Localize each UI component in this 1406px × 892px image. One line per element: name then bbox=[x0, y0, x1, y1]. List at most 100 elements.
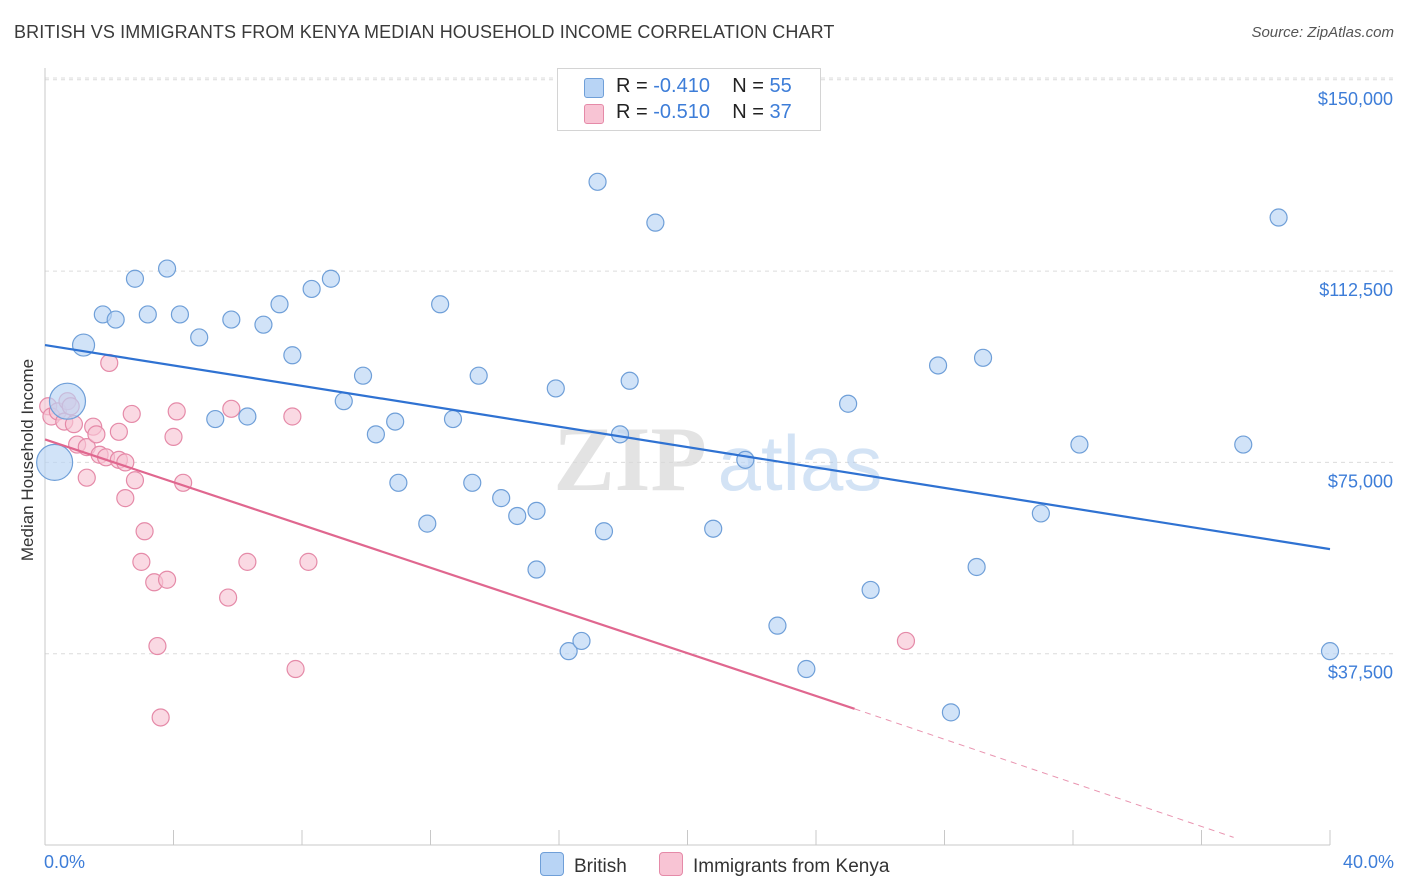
x-tick-max: 40.0% bbox=[1342, 852, 1394, 872]
british-point bbox=[1320, 642, 1340, 661]
kenya-swatch bbox=[584, 104, 604, 124]
british-point bbox=[941, 703, 961, 722]
kenya-point bbox=[135, 522, 154, 541]
british-point bbox=[431, 295, 450, 314]
legend-item-kenya[interactable]: Immigrants from Kenya bbox=[659, 852, 889, 878]
british-point bbox=[106, 310, 125, 329]
british-point bbox=[190, 328, 209, 347]
british-point bbox=[768, 616, 787, 635]
british-point bbox=[283, 346, 302, 365]
british-point bbox=[572, 631, 591, 651]
british-point bbox=[302, 279, 321, 299]
british-point bbox=[418, 514, 437, 533]
british-point bbox=[157, 259, 177, 278]
y-tick-label: $37,500 bbox=[1328, 663, 1393, 683]
y-tick-label: $75,000 bbox=[1328, 471, 1393, 491]
british-point bbox=[222, 310, 241, 329]
british-point bbox=[546, 379, 565, 398]
british-point bbox=[646, 213, 665, 232]
british-point bbox=[36, 443, 74, 481]
british-point bbox=[238, 407, 257, 426]
kenya-series bbox=[39, 353, 916, 727]
british-legend-swatch bbox=[540, 852, 564, 876]
legend-n-label: N = bbox=[732, 75, 770, 97]
legend-r-label: R = bbox=[616, 75, 654, 97]
british-trend-line bbox=[44, 343, 1331, 551]
legend-n-value: 55 bbox=[769, 75, 792, 97]
british-point bbox=[559, 642, 578, 661]
kenya-legend-swatch bbox=[659, 852, 683, 876]
kenya-point bbox=[286, 659, 305, 679]
british-point bbox=[170, 305, 190, 324]
kenya-point bbox=[125, 471, 145, 490]
legend-r-label: R = bbox=[616, 101, 654, 123]
british-point bbox=[334, 392, 353, 411]
british-series bbox=[36, 172, 1340, 722]
british-point bbox=[48, 382, 87, 420]
british-point bbox=[736, 450, 755, 469]
legend-n-value: 37 bbox=[769, 101, 792, 123]
x-tick-min: 0.0% bbox=[44, 852, 86, 872]
british-point bbox=[973, 348, 993, 367]
british-point bbox=[321, 269, 341, 288]
british-point bbox=[1031, 504, 1050, 523]
british-point bbox=[1269, 208, 1288, 227]
kenya-point bbox=[238, 552, 257, 571]
british-point bbox=[527, 501, 546, 520]
kenya-trend-extension bbox=[854, 708, 1234, 838]
british-point bbox=[508, 506, 527, 526]
kenya-trend-line bbox=[44, 438, 855, 710]
watermark-zip: ZIP bbox=[553, 408, 706, 510]
kenya-point bbox=[132, 552, 151, 571]
british-point bbox=[206, 409, 225, 429]
kenya-point bbox=[219, 588, 238, 607]
british-point bbox=[492, 489, 511, 508]
kenya-point bbox=[87, 425, 106, 444]
british-point bbox=[125, 269, 145, 288]
kenya-point bbox=[116, 489, 135, 508]
british-point bbox=[588, 172, 607, 191]
legend-r-value: -0.410 bbox=[653, 75, 710, 97]
british-point bbox=[861, 580, 880, 600]
kenya-point bbox=[122, 404, 141, 424]
kenya-legend-label: Immigrants from Kenya bbox=[693, 856, 890, 877]
british-point bbox=[620, 371, 639, 390]
legend-r-value: -0.510 bbox=[653, 101, 710, 123]
british-point bbox=[463, 473, 482, 492]
trend-lines bbox=[44, 343, 1331, 838]
british-point bbox=[527, 560, 546, 579]
legend-item-british[interactable]: British bbox=[540, 852, 627, 878]
legend-n-label: N = bbox=[732, 101, 770, 123]
british-point bbox=[1234, 435, 1253, 454]
british-point bbox=[386, 412, 405, 431]
british-point bbox=[797, 659, 816, 679]
kenya-point bbox=[164, 427, 183, 446]
source-label: Source: ZipAtlas.com bbox=[1251, 24, 1394, 41]
kenya-point bbox=[148, 636, 167, 656]
correlation-legend: R = -0.410 N = 55 R = -0.510 N = 37 bbox=[557, 68, 821, 131]
british-point bbox=[254, 315, 273, 334]
british-point bbox=[270, 295, 289, 314]
y-axis-label: Median Household Income bbox=[18, 358, 37, 562]
y-tick-labels: $37,500 $75,000 $112,500 $150,000 bbox=[1318, 89, 1393, 683]
british-point bbox=[1070, 435, 1089, 454]
y-tick-label: $112,500 bbox=[1319, 280, 1393, 300]
kenya-point bbox=[299, 552, 318, 571]
british-point bbox=[138, 305, 157, 324]
british-point bbox=[967, 557, 986, 577]
kenya-point bbox=[222, 399, 241, 418]
kenya-point bbox=[283, 407, 302, 426]
british-point bbox=[839, 394, 858, 413]
british-point bbox=[366, 425, 385, 444]
british-point bbox=[353, 366, 373, 385]
british-point bbox=[469, 366, 488, 385]
kenya-point bbox=[109, 422, 128, 441]
british-swatch bbox=[584, 78, 604, 98]
british-point bbox=[443, 409, 463, 429]
chart-title: BRITISH VS IMMIGRANTS FROM KENYA MEDIAN … bbox=[14, 22, 835, 42]
y-tick-label: $150,000 bbox=[1318, 89, 1393, 109]
kenya-point bbox=[151, 708, 170, 727]
kenya-point bbox=[77, 468, 96, 487]
british-point bbox=[594, 522, 614, 541]
